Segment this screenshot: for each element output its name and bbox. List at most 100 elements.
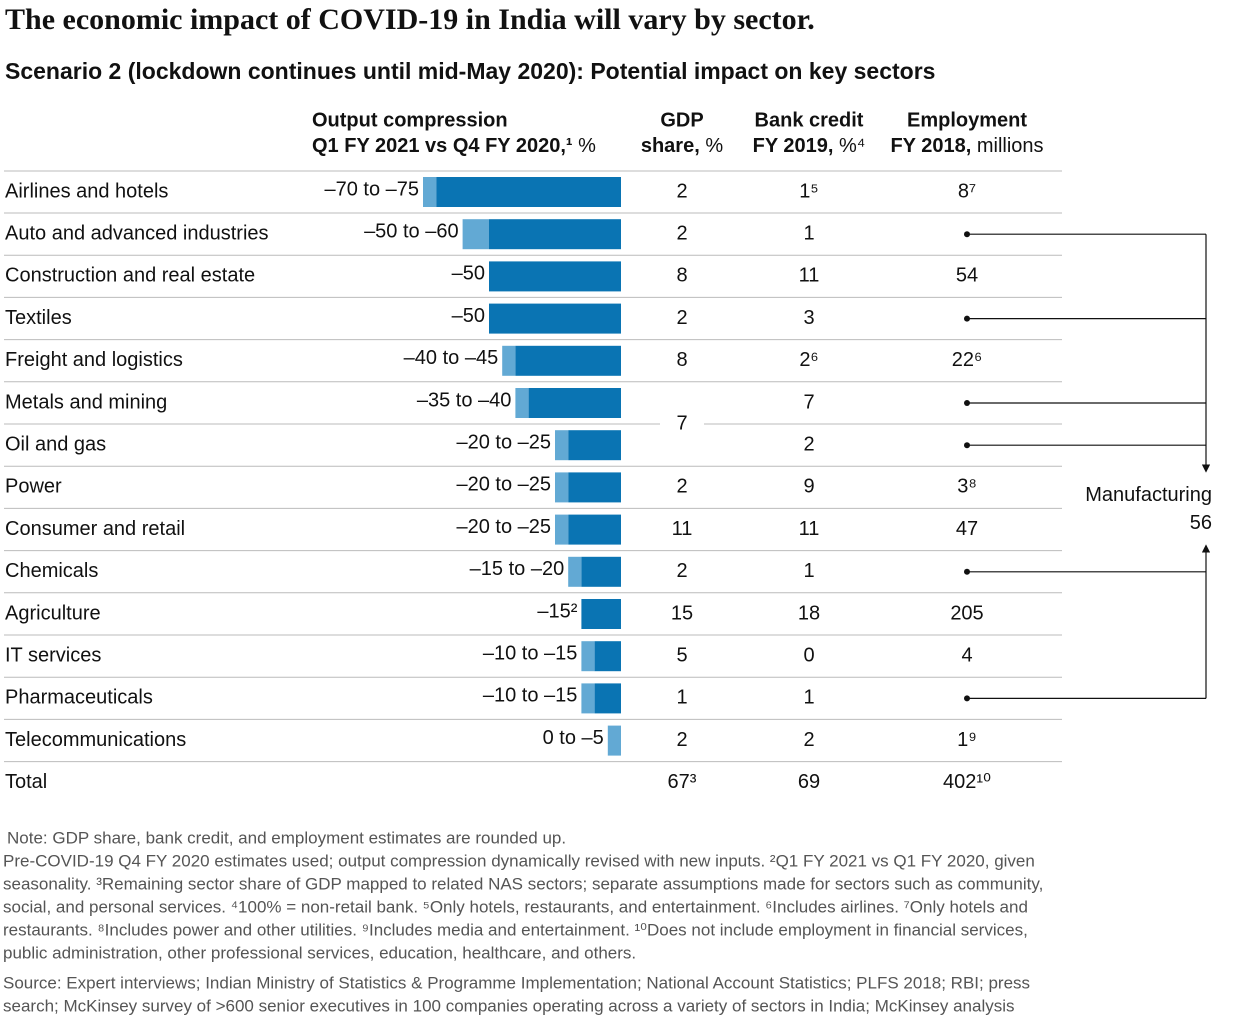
compression-label: 0 to –5 <box>543 727 604 749</box>
compression-label: –50 <box>452 263 485 285</box>
compression-label: –50 to –60 <box>364 220 459 242</box>
header-part: FY 2018, <box>890 135 971 157</box>
compression-label: –10 to –15 <box>483 642 578 664</box>
header-part: share, <box>641 135 700 157</box>
subtitle: Scenario 2 (lockdown continues until mid… <box>5 58 935 84</box>
header: FY 2018, millions <box>890 135 1043 157</box>
bar-range <box>607 725 621 756</box>
compression-label: –50 <box>452 305 485 327</box>
header-part: % <box>578 135 596 157</box>
total-employment: 402¹⁰ <box>943 771 991 793</box>
note-line: seasonality. ³Remaining sector share of … <box>3 874 1043 893</box>
credit-value: 3 <box>803 307 814 329</box>
gdp-value: 2 <box>676 307 687 329</box>
header-part: Q1 FY 2021 vs Q4 FY 2020,¹ <box>312 135 573 157</box>
header: Employment <box>907 109 1027 131</box>
gdp-value: 2 <box>676 180 687 202</box>
title: The economic impact of COVID-19 in India… <box>5 3 815 36</box>
manufacturing-label: Manufacturing <box>1085 484 1212 506</box>
sector-label: Textiles <box>5 307 72 329</box>
compression-label: –40 to –45 <box>404 347 499 369</box>
employment-value: 22⁶ <box>952 349 982 371</box>
manufacturing-value: 56 <box>1190 512 1212 534</box>
note-line: public administration, other professiona… <box>3 943 636 962</box>
bar <box>436 177 621 207</box>
bar-range <box>555 430 569 461</box>
header: Output compression <box>312 109 508 131</box>
bar-range <box>581 683 595 714</box>
compression-label: –70 to –75 <box>324 178 419 200</box>
total-label: Total <box>5 771 47 793</box>
bar-range <box>555 472 569 503</box>
gdp-value: 8 <box>676 265 687 287</box>
credit-value: 1 <box>803 687 814 709</box>
sector-label: Telecommunications <box>5 729 186 751</box>
credit-value: 0 <box>803 644 814 666</box>
total-gdp: 67³ <box>668 771 697 793</box>
header-part: FY 2019, <box>753 135 834 157</box>
gdp-value: 2 <box>676 222 687 244</box>
compression-label: –15² <box>537 600 577 622</box>
sector-label: Agriculture <box>5 602 101 624</box>
header-part: millions <box>977 135 1044 157</box>
credit-value: 1 <box>803 222 814 244</box>
bar <box>489 261 621 292</box>
source-line: Source: Expert interviews; Indian Minist… <box>3 973 1030 992</box>
gdp-value: 8 <box>676 349 687 371</box>
sector-label: Pharmaceuticals <box>5 687 153 709</box>
header: share, % <box>641 135 724 157</box>
employment-value: 54 <box>956 265 978 287</box>
compression-label: –20 to –25 <box>456 431 551 453</box>
header: GDP <box>660 109 703 131</box>
note-line: Note: GDP share, bank credit, and employ… <box>7 828 566 847</box>
sector-label: Consumer and retail <box>5 518 185 540</box>
compression-label: –20 to –25 <box>456 474 551 496</box>
compression-label: –20 to –25 <box>456 516 551 538</box>
sector-label: Construction and real estate <box>5 265 255 287</box>
sector-label: Freight and logistics <box>5 349 183 371</box>
sector-label: Oil and gas <box>5 433 106 455</box>
header: Q1 FY 2021 vs Q4 FY 2020,¹ % <box>312 135 596 157</box>
credit-value: 1 <box>803 560 814 582</box>
bar-range <box>581 641 595 672</box>
bar <box>581 556 621 587</box>
compression-label: –10 to –15 <box>483 685 578 707</box>
credit-value: 2 <box>803 433 814 455</box>
bar <box>568 430 621 461</box>
sector-label: Metals and mining <box>5 391 167 413</box>
bar <box>581 599 621 629</box>
credit-value: 7 <box>803 391 814 413</box>
gdp-value: 2 <box>676 476 687 498</box>
note-line: Pre-COVID-19 Q4 FY 2020 estimates used; … <box>3 851 1035 870</box>
sector-label: Chemicals <box>5 560 98 582</box>
bar-range <box>515 388 529 418</box>
gdp-value: 7 <box>676 412 687 434</box>
bar <box>594 641 621 672</box>
header-part: % <box>705 135 723 157</box>
gdp-value: 15 <box>671 602 693 624</box>
bar-range <box>568 556 582 587</box>
total-credit: 69 <box>798 771 820 793</box>
bar <box>528 388 621 418</box>
employment-value: 4 <box>961 644 972 666</box>
employment-value: 205 <box>950 602 983 624</box>
note-line: restaurants. ⁸Includes power and other u… <box>3 920 1028 939</box>
credit-value: 2 <box>803 729 814 751</box>
bar <box>489 219 621 250</box>
gdp-value: 1 <box>676 687 687 709</box>
employment-value: 8⁷ <box>958 180 976 202</box>
bar <box>568 514 621 545</box>
sector-label: IT services <box>5 644 101 666</box>
sector-label: Auto and advanced industries <box>5 222 269 244</box>
bar <box>594 683 621 714</box>
bar-range <box>502 345 516 376</box>
gdp-value: 2 <box>676 729 687 751</box>
bar <box>489 303 621 334</box>
employment-value: 47 <box>956 518 978 540</box>
compression-label: –15 to –20 <box>470 558 565 580</box>
credit-value: 11 <box>799 518 820 540</box>
gdp-value: 5 <box>676 644 687 666</box>
gdp-value: 11 <box>672 518 693 540</box>
credit-value: 11 <box>799 265 820 287</box>
